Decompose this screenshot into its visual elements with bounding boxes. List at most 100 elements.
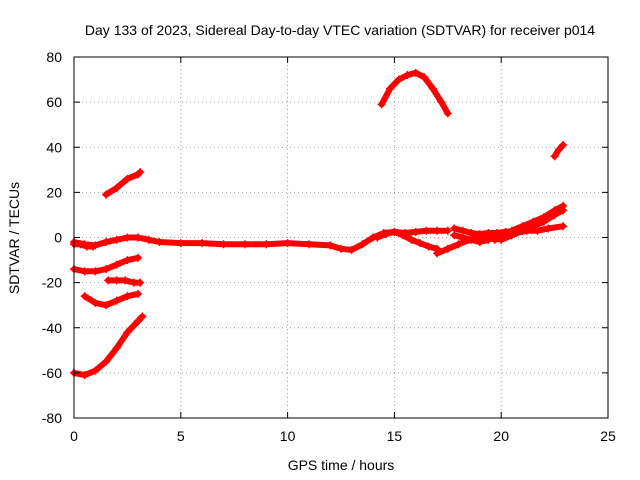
series-minus-14	[70, 253, 143, 276]
grid-lines	[74, 57, 608, 418]
data-point	[416, 239, 425, 248]
data-point	[198, 239, 207, 248]
y-tick-label: 0	[54, 230, 62, 246]
data-point	[450, 231, 459, 240]
x-tick-label: 10	[280, 428, 296, 444]
data-point	[80, 371, 89, 380]
x-tick-label: 5	[177, 428, 185, 444]
data-point	[76, 240, 85, 249]
data-point	[554, 145, 563, 154]
data-point	[112, 276, 121, 285]
data-point	[484, 228, 493, 237]
y-tick-label: 40	[46, 139, 62, 155]
data-point	[80, 267, 89, 276]
y-tick-label: 20	[46, 184, 62, 200]
x-tick-label: 25	[600, 428, 616, 444]
data-point	[394, 75, 403, 84]
data-point	[522, 226, 531, 235]
data-point	[450, 224, 459, 233]
data-point	[112, 183, 121, 192]
data-point	[123, 256, 132, 265]
data-point	[134, 233, 143, 242]
data-point	[501, 233, 510, 242]
data-point	[112, 344, 121, 353]
data-point	[467, 228, 476, 237]
data-point	[134, 316, 143, 325]
data-points	[70, 68, 568, 380]
y-tick-label: -40	[42, 320, 62, 336]
data-point	[490, 235, 499, 244]
data-point	[411, 68, 420, 77]
data-point	[91, 267, 100, 276]
series-declining-arc	[373, 227, 442, 253]
data-point	[304, 240, 313, 249]
data-point	[80, 292, 89, 301]
data-point	[443, 109, 452, 118]
data-point	[240, 240, 249, 249]
data-point	[407, 235, 416, 244]
data-point	[458, 233, 467, 242]
data-point	[559, 201, 568, 210]
data-point	[123, 233, 132, 242]
data-point	[91, 366, 100, 375]
series-plus-20-arc	[102, 168, 145, 199]
data-point	[467, 235, 476, 244]
series-rising-2	[490, 222, 568, 244]
data-point	[533, 226, 542, 235]
data-point	[433, 249, 442, 258]
data-point	[420, 73, 429, 82]
data-point	[176, 239, 185, 248]
data-point	[529, 217, 538, 226]
data-point	[112, 260, 121, 269]
data-point	[454, 240, 463, 249]
data-point	[123, 328, 132, 337]
data-point	[155, 238, 164, 247]
data-point	[390, 227, 399, 236]
data-point	[550, 152, 559, 161]
data-point	[102, 238, 111, 247]
data-point	[559, 222, 568, 231]
series-minus-19	[104, 276, 145, 287]
data-point	[91, 298, 100, 307]
x-tick-label: 0	[70, 428, 78, 444]
y-tick-label: -60	[42, 365, 62, 381]
data-point	[138, 312, 147, 321]
data-point	[424, 242, 433, 251]
data-point	[136, 278, 145, 287]
data-point	[102, 357, 111, 366]
data-point	[326, 241, 335, 250]
data-point	[112, 235, 121, 244]
data-point	[283, 239, 292, 248]
data-point	[550, 206, 559, 215]
data-point	[544, 224, 553, 233]
data-point	[262, 240, 271, 249]
x-tick-label: 20	[493, 428, 509, 444]
data-point	[458, 226, 467, 235]
data-point	[518, 222, 527, 231]
data-point	[398, 231, 407, 240]
x-tick-label: 15	[387, 428, 403, 444]
data-point	[403, 71, 412, 80]
data-point	[386, 84, 395, 93]
data-point	[539, 213, 548, 222]
y-tick-label: 60	[46, 94, 62, 110]
y-tick-label: 80	[46, 49, 62, 65]
data-point	[102, 190, 111, 199]
data-point	[475, 230, 484, 239]
data-point	[112, 296, 121, 305]
data-point	[422, 226, 431, 235]
y-tick-label: -80	[42, 410, 62, 426]
data-point	[475, 238, 484, 247]
series-rising-3	[507, 201, 568, 235]
data-point	[358, 240, 367, 249]
series-minus-27	[80, 289, 143, 310]
y-axis-label: SDTVAR / TECUs	[6, 182, 22, 294]
data-point	[104, 276, 113, 285]
data-point	[437, 98, 446, 107]
data-point	[102, 265, 111, 274]
axis-ticks: 0 5 10 15 20 25 -80 -60 -40 -20 0 20 40 60 80	[42, 49, 616, 444]
y-tick-label: -20	[42, 275, 62, 291]
data-point	[443, 244, 452, 253]
